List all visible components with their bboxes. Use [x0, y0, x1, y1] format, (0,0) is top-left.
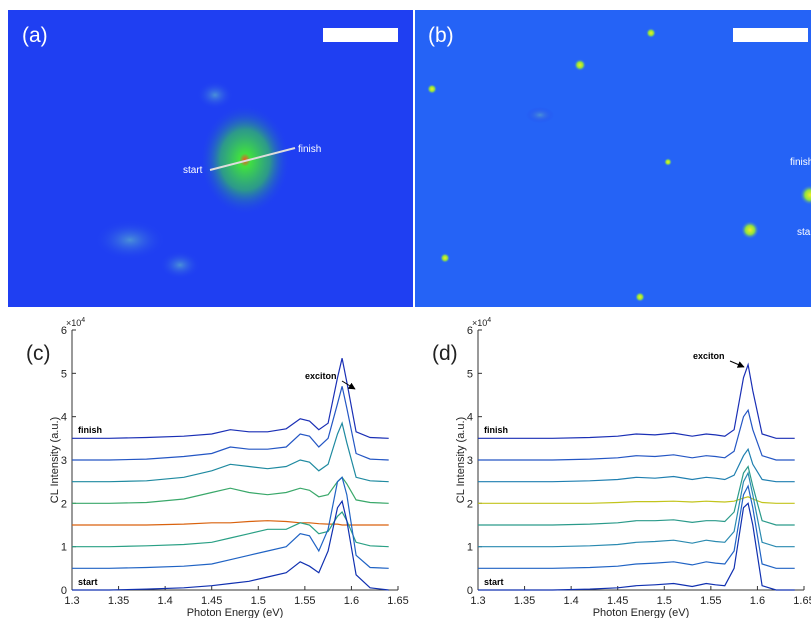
annotation: start	[484, 577, 504, 587]
y-tick-label: 6	[467, 325, 473, 337]
multiplier-exponent: 4	[487, 317, 491, 324]
y-multiplier: ×104	[66, 317, 85, 328]
y-multiplier: ×104	[472, 317, 491, 328]
annotation: exciton	[693, 351, 725, 361]
annotation: finish	[298, 144, 321, 155]
image-background	[415, 10, 811, 307]
image-feature	[664, 158, 672, 166]
series-line	[478, 465, 795, 526]
image-feature	[635, 292, 645, 302]
image-feature	[646, 28, 656, 38]
x-tick-label: 1.35	[108, 595, 129, 607]
y-tick-label: 4	[467, 412, 473, 424]
x-tick-label: 1.45	[201, 595, 222, 607]
y-axis-label: CL Intensity (a.u.)	[455, 417, 467, 503]
image-feature	[741, 221, 759, 239]
annotation: start	[797, 227, 811, 238]
y-tick-label: 0	[467, 585, 473, 597]
series-line	[72, 476, 389, 504]
multiplier-base: ×10	[472, 318, 487, 328]
annotation: exciton	[305, 371, 337, 381]
x-axis-label: Photon Energy (eV)	[187, 607, 284, 618]
multiplier-base: ×10	[66, 318, 81, 328]
x-tick-label: 1.6	[344, 595, 359, 607]
series-line	[478, 408, 795, 461]
x-tick-label: 1.35	[514, 595, 535, 607]
series-line	[478, 447, 795, 483]
image-feature	[160, 251, 200, 279]
series-line	[72, 358, 389, 439]
y-tick-label: 2	[61, 498, 67, 510]
series-line	[478, 484, 795, 569]
y-tick-label: 0	[61, 585, 67, 597]
y-tick-label: 5	[61, 368, 67, 380]
annotation-arrow	[729, 360, 745, 368]
image-b: (b) finish start	[415, 10, 811, 307]
y-tick-label: 1	[467, 542, 473, 554]
x-tick-label: 1.55	[294, 595, 315, 607]
panel-label: (b)	[428, 24, 454, 47]
panel-label: (a)	[22, 24, 48, 47]
y-tick-label: 2	[467, 498, 473, 510]
x-tick-label: 1.5	[657, 595, 672, 607]
image-feature	[800, 185, 811, 205]
series-line	[72, 511, 389, 548]
annotation: finish	[790, 157, 811, 168]
image-feature	[95, 220, 165, 260]
series-line	[478, 362, 795, 439]
series-line	[478, 471, 795, 548]
x-tick-label: 1.45	[607, 595, 628, 607]
series-line	[478, 502, 795, 591]
annotation-arrow	[341, 380, 356, 390]
series-line	[72, 520, 389, 526]
y-tick-label: 3	[61, 455, 67, 467]
x-tick-label: 1.3	[64, 595, 79, 607]
y-tick-label: 3	[467, 455, 473, 467]
x-tick-label: 1.5	[251, 595, 266, 607]
panel-label: (c)	[26, 342, 51, 365]
image-feature	[526, 107, 554, 123]
y-tick-label: 5	[467, 368, 473, 380]
annotation: start	[183, 165, 203, 176]
x-tick-label: 1.65	[793, 595, 811, 607]
panel-label: (d)	[432, 342, 458, 365]
image-feature	[574, 59, 586, 71]
x-tick-label: 1.4	[157, 595, 172, 607]
annotation: finish	[484, 425, 508, 435]
y-tick-label: 6	[61, 325, 67, 337]
annotation: start	[78, 577, 98, 587]
scale-bar	[323, 28, 398, 42]
series-line	[72, 386, 389, 461]
image-feature	[197, 81, 233, 109]
image-feature	[440, 253, 450, 263]
series-line	[72, 421, 389, 483]
scan-line	[209, 147, 296, 171]
image-feature	[427, 84, 437, 94]
scale-bar	[733, 28, 808, 42]
y-tick-label: 4	[61, 412, 67, 424]
x-tick-label: 1.6	[750, 595, 765, 607]
series-line	[72, 499, 389, 591]
x-tick-label: 1.4	[563, 595, 578, 607]
x-axis-label: Photon Energy (eV)	[593, 607, 690, 618]
y-tick-label: 1	[61, 542, 67, 554]
annotation: finish	[78, 425, 102, 435]
multiplier-exponent: 4	[81, 317, 85, 324]
image-a: (a) start finish	[8, 10, 413, 307]
series-line	[72, 476, 389, 569]
x-tick-label: 1.65	[387, 595, 408, 607]
y-axis-label: CL Intensity (a.u.)	[49, 417, 61, 503]
series-line	[478, 496, 795, 504]
x-tick-label: 1.55	[700, 595, 721, 607]
x-tick-label: 1.3	[470, 595, 485, 607]
